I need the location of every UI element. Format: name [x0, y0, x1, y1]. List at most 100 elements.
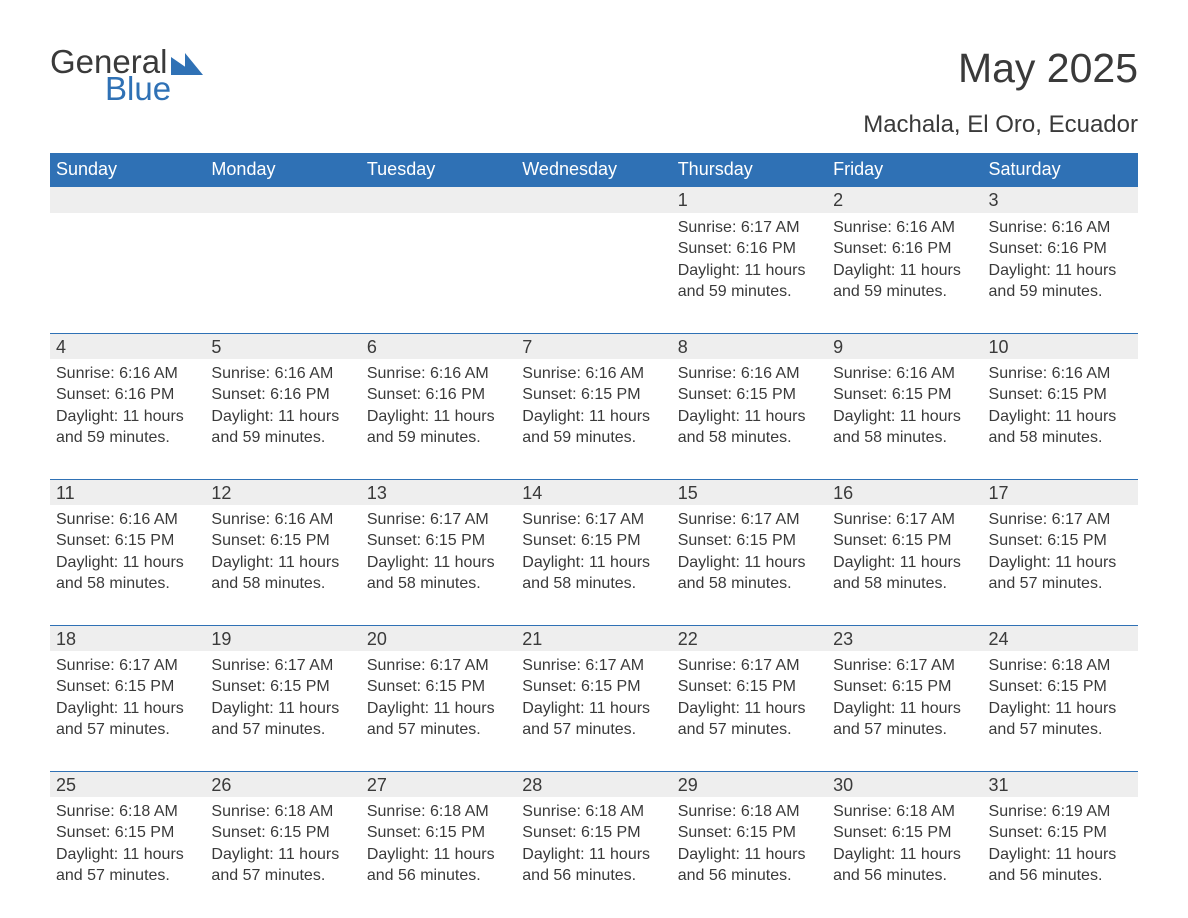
daylight-line-1: Daylight: 11 hours	[522, 406, 665, 428]
day-body: Sunrise: 6:17 AMSunset: 6:15 PMDaylight:…	[205, 651, 360, 745]
day-number-strip: 5	[205, 333, 360, 359]
day-number-strip: 11	[50, 479, 205, 505]
daylight-line-2: and 57 minutes.	[56, 719, 199, 741]
daylight-line-2: and 57 minutes.	[989, 573, 1132, 595]
day-number-strip: 22	[672, 625, 827, 651]
daylight-line-1: Daylight: 11 hours	[833, 552, 976, 574]
daylight-line-2: and 57 minutes.	[833, 719, 976, 741]
calendar-cell: 26Sunrise: 6:18 AMSunset: 6:15 PMDayligh…	[205, 771, 360, 917]
daylight-line-1: Daylight: 11 hours	[211, 698, 354, 720]
day-body: Sunrise: 6:17 AMSunset: 6:15 PMDaylight:…	[983, 505, 1138, 599]
calendar-cell: 31Sunrise: 6:19 AMSunset: 6:15 PMDayligh…	[983, 771, 1138, 917]
sunset-line: Sunset: 6:15 PM	[989, 676, 1132, 698]
sunset-line: Sunset: 6:16 PM	[56, 384, 199, 406]
calendar-cell: 1Sunrise: 6:17 AMSunset: 6:16 PMDaylight…	[672, 187, 827, 333]
calendar-cell: 29Sunrise: 6:18 AMSunset: 6:15 PMDayligh…	[672, 771, 827, 917]
day-body: Sunrise: 6:18 AMSunset: 6:15 PMDaylight:…	[672, 797, 827, 891]
logo: General Blue	[50, 46, 203, 105]
day-number-strip: 26	[205, 771, 360, 797]
daylight-line-2: and 57 minutes.	[989, 719, 1132, 741]
day-body: Sunrise: 6:16 AMSunset: 6:15 PMDaylight:…	[672, 359, 827, 453]
day-body: Sunrise: 6:17 AMSunset: 6:15 PMDaylight:…	[516, 651, 671, 745]
day-number-strip: 30	[827, 771, 982, 797]
calendar-cell: 19Sunrise: 6:17 AMSunset: 6:15 PMDayligh…	[205, 625, 360, 771]
calendar-week-row: 11Sunrise: 6:16 AMSunset: 6:15 PMDayligh…	[50, 479, 1138, 625]
sunset-line: Sunset: 6:15 PM	[522, 530, 665, 552]
page-title: May 2025	[958, 46, 1138, 91]
calendar-cell: 18Sunrise: 6:17 AMSunset: 6:15 PMDayligh…	[50, 625, 205, 771]
day-body: Sunrise: 6:18 AMSunset: 6:15 PMDaylight:…	[361, 797, 516, 891]
calendar-week-row: 18Sunrise: 6:17 AMSunset: 6:15 PMDayligh…	[50, 625, 1138, 771]
day-number-strip: 20	[361, 625, 516, 651]
day-body: Sunrise: 6:17 AMSunset: 6:15 PMDaylight:…	[672, 505, 827, 599]
daylight-line-1: Daylight: 11 hours	[833, 406, 976, 428]
sunrise-line: Sunrise: 6:18 AM	[211, 801, 354, 823]
sunrise-line: Sunrise: 6:16 AM	[989, 363, 1132, 385]
day-number-strip: 15	[672, 479, 827, 505]
weekday-header: Friday	[827, 153, 982, 187]
day-number-strip: 6	[361, 333, 516, 359]
daylight-line-2: and 58 minutes.	[522, 573, 665, 595]
day-body: Sunrise: 6:16 AMSunset: 6:15 PMDaylight:…	[516, 359, 671, 453]
sunrise-line: Sunrise: 6:16 AM	[833, 363, 976, 385]
day-body: Sunrise: 6:17 AMSunset: 6:15 PMDaylight:…	[516, 505, 671, 599]
daylight-line-1: Daylight: 11 hours	[211, 844, 354, 866]
calendar-week-row: 25Sunrise: 6:18 AMSunset: 6:15 PMDayligh…	[50, 771, 1138, 917]
location-subtitle: Machala, El Oro, Ecuador	[50, 111, 1138, 139]
weekday-header: Saturday	[983, 153, 1138, 187]
weekday-header: Monday	[205, 153, 360, 187]
sunset-line: Sunset: 6:16 PM	[211, 384, 354, 406]
calendar-cell	[361, 187, 516, 333]
calendar-cell: 5Sunrise: 6:16 AMSunset: 6:16 PMDaylight…	[205, 333, 360, 479]
daylight-line-1: Daylight: 11 hours	[678, 552, 821, 574]
calendar-cell: 30Sunrise: 6:18 AMSunset: 6:15 PMDayligh…	[827, 771, 982, 917]
daylight-line-1: Daylight: 11 hours	[989, 844, 1132, 866]
sunset-line: Sunset: 6:15 PM	[522, 822, 665, 844]
day-body: Sunrise: 6:18 AMSunset: 6:15 PMDaylight:…	[983, 651, 1138, 745]
sunset-line: Sunset: 6:15 PM	[56, 676, 199, 698]
day-number-strip: 16	[827, 479, 982, 505]
daylight-line-2: and 56 minutes.	[367, 865, 510, 887]
calendar-cell: 7Sunrise: 6:16 AMSunset: 6:15 PMDaylight…	[516, 333, 671, 479]
sunrise-line: Sunrise: 6:16 AM	[56, 363, 199, 385]
calendar-cell: 21Sunrise: 6:17 AMSunset: 6:15 PMDayligh…	[516, 625, 671, 771]
day-body: Sunrise: 6:18 AMSunset: 6:15 PMDaylight:…	[205, 797, 360, 891]
day-number-strip: 10	[983, 333, 1138, 359]
day-number-strip	[50, 187, 205, 213]
day-body: Sunrise: 6:16 AMSunset: 6:16 PMDaylight:…	[827, 213, 982, 307]
day-body: Sunrise: 6:16 AMSunset: 6:15 PMDaylight:…	[205, 505, 360, 599]
sunset-line: Sunset: 6:15 PM	[678, 822, 821, 844]
daylight-line-2: and 59 minutes.	[989, 281, 1132, 303]
weekday-header: Thursday	[672, 153, 827, 187]
weekday-header: Tuesday	[361, 153, 516, 187]
daylight-line-1: Daylight: 11 hours	[211, 406, 354, 428]
sunrise-line: Sunrise: 6:16 AM	[678, 363, 821, 385]
sunset-line: Sunset: 6:16 PM	[989, 238, 1132, 260]
calendar-week-row: 1Sunrise: 6:17 AMSunset: 6:16 PMDaylight…	[50, 187, 1138, 333]
daylight-line-1: Daylight: 11 hours	[989, 552, 1132, 574]
sunrise-line: Sunrise: 6:17 AM	[833, 655, 976, 677]
daylight-line-1: Daylight: 11 hours	[522, 844, 665, 866]
calendar-table: SundayMondayTuesdayWednesdayThursdayFrid…	[50, 153, 1138, 917]
calendar-cell: 15Sunrise: 6:17 AMSunset: 6:15 PMDayligh…	[672, 479, 827, 625]
daylight-line-2: and 57 minutes.	[211, 719, 354, 741]
daylight-line-1: Daylight: 11 hours	[367, 406, 510, 428]
day-body: Sunrise: 6:16 AMSunset: 6:15 PMDaylight:…	[50, 505, 205, 599]
day-number-strip: 29	[672, 771, 827, 797]
day-body: Sunrise: 6:16 AMSunset: 6:15 PMDaylight:…	[983, 359, 1138, 453]
daylight-line-2: and 56 minutes.	[833, 865, 976, 887]
daylight-line-2: and 58 minutes.	[833, 573, 976, 595]
daylight-line-1: Daylight: 11 hours	[678, 406, 821, 428]
daylight-line-2: and 59 minutes.	[678, 281, 821, 303]
daylight-line-2: and 57 minutes.	[367, 719, 510, 741]
sunset-line: Sunset: 6:15 PM	[833, 676, 976, 698]
daylight-line-1: Daylight: 11 hours	[678, 698, 821, 720]
daylight-line-1: Daylight: 11 hours	[989, 698, 1132, 720]
daylight-line-2: and 56 minutes.	[522, 865, 665, 887]
day-number-strip	[516, 187, 671, 213]
title-block: May 2025	[958, 46, 1138, 91]
sunrise-line: Sunrise: 6:17 AM	[678, 509, 821, 531]
calendar-cell: 4Sunrise: 6:16 AMSunset: 6:16 PMDaylight…	[50, 333, 205, 479]
calendar-cell: 11Sunrise: 6:16 AMSunset: 6:15 PMDayligh…	[50, 479, 205, 625]
daylight-line-2: and 59 minutes.	[522, 427, 665, 449]
